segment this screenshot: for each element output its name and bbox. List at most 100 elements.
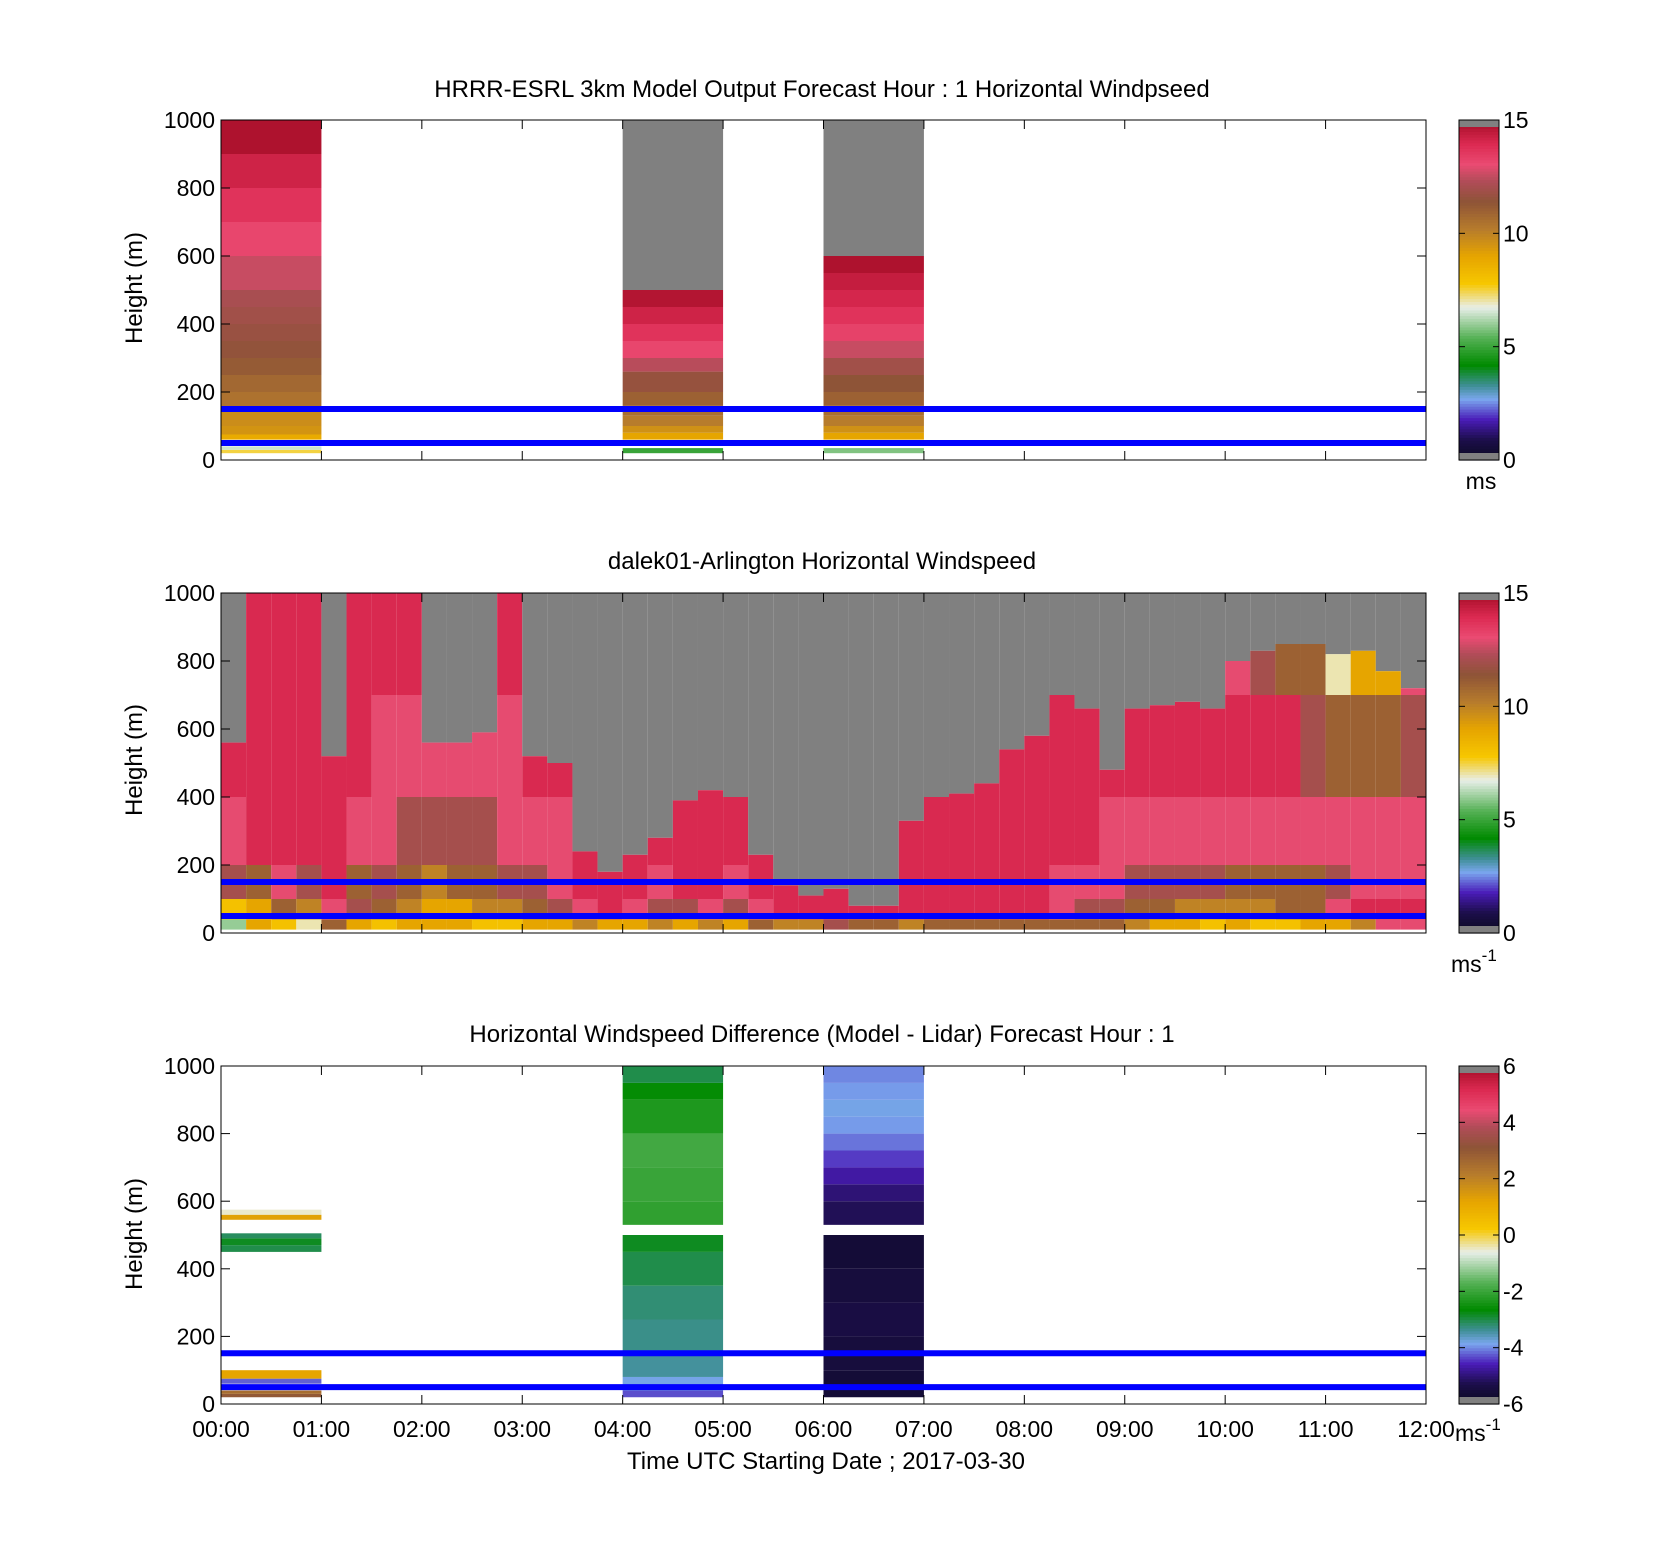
colorbar-tick-label: 10 <box>1503 693 1529 719</box>
colorbar-swatch <box>1459 646 1499 651</box>
heatmap-cell <box>1300 919 1326 930</box>
heatmap-cell <box>1300 644 1326 695</box>
heatmap-cell <box>1200 797 1226 865</box>
heatmap-cell <box>622 1167 724 1202</box>
heatmap-cell <box>1049 797 1075 865</box>
colorbar-swatch <box>1459 799 1499 804</box>
missing-data-cell <box>848 593 874 906</box>
colorbar-swatch <box>1459 1288 1499 1292</box>
colorbar-swatch <box>1459 680 1499 685</box>
heatmap-cell <box>1024 919 1050 930</box>
colorbar-tick-label: 4 <box>1503 1109 1516 1135</box>
colorbar-swatch <box>1459 811 1499 815</box>
colorbar-swatch <box>1459 1305 1499 1309</box>
colorbar-cap <box>1459 453 1499 460</box>
colorbar-tick-label: -4 <box>1503 1335 1524 1361</box>
heatmap-cell <box>1275 695 1301 797</box>
colorbar-swatch <box>1459 250 1499 254</box>
x-tick-label: 05:00 <box>694 1416 752 1442</box>
colorbar-swatch <box>1459 1195 1499 1199</box>
panel-difference: Horizontal Windspeed Difference (Model -… <box>121 1021 1524 1446</box>
missing-data-cell <box>572 593 598 852</box>
colorbar-swatch <box>1459 312 1499 317</box>
colorbar-swatch <box>1459 1102 1499 1107</box>
colorbar-swatch <box>1459 426 1499 430</box>
heatmap-cell <box>1400 688 1426 695</box>
colorbar-swatch <box>1459 1167 1499 1171</box>
heatmap-cell <box>898 820 924 865</box>
heatmap-cell <box>1099 797 1125 865</box>
heatmap-cell <box>723 797 749 865</box>
colorbar-swatch <box>1459 831 1499 835</box>
heatmap-cell <box>497 919 523 930</box>
colorbar-swatch <box>1459 196 1499 200</box>
heatmap-cell <box>371 797 397 865</box>
colorbar-swatch <box>1459 236 1499 240</box>
colorbar-swatch <box>1459 1308 1499 1312</box>
colorbar-swatch <box>1459 901 1499 906</box>
colorbar-swatch <box>1459 304 1499 308</box>
y-tick-label: 200 <box>177 852 215 878</box>
colorbar-swatch <box>1459 1130 1499 1135</box>
overlay-lines <box>221 406 1426 446</box>
colorbar-swatch <box>1459 842 1499 846</box>
heatmap-cell <box>723 919 749 930</box>
colorbar-swatch <box>1459 233 1499 237</box>
colorbar-swatch <box>1459 329 1499 334</box>
colorbar-swatch <box>1459 921 1499 926</box>
colorbar-swatch <box>1459 403 1499 407</box>
colorbar-swatch <box>1459 219 1499 223</box>
colorbar-swatch <box>1459 202 1499 206</box>
colorbar-unit: ms-1 <box>1455 1415 1501 1446</box>
heatmap-cell <box>221 375 322 392</box>
missing-data-cell <box>1149 593 1175 706</box>
heatmap-cell <box>446 742 473 797</box>
panel-title: dalek01-Arlington Horizontal Windspeed <box>608 548 1036 575</box>
heatmap-cell <box>572 851 598 865</box>
colorbar-swatch <box>1459 1387 1499 1391</box>
heatmap-cell <box>923 797 950 865</box>
colorbar-swatch <box>1459 1147 1499 1152</box>
x-tick-label: 11:00 <box>1298 1416 1354 1442</box>
heatmap-cell <box>421 797 447 865</box>
missing-data-cell <box>823 593 849 889</box>
colorbar-swatch <box>1459 1187 1499 1191</box>
colorbar-swatch <box>1459 1333 1499 1337</box>
colorbar-swatch <box>1459 782 1499 787</box>
colorbar-swatch <box>1459 1108 1499 1112</box>
missing-data-cell <box>748 593 774 855</box>
y-tick-label: 1000 <box>164 580 215 606</box>
heatmap-cell <box>396 593 422 695</box>
colorbar-swatch <box>1459 372 1499 376</box>
colorbar-swatch <box>1459 1342 1499 1346</box>
colorbar-swatch <box>1459 1311 1499 1315</box>
missing-data-cell <box>647 593 673 838</box>
colorbar-swatch <box>1459 383 1499 387</box>
heatmap-cell <box>848 919 874 930</box>
colorbar-swatch <box>1459 1085 1499 1090</box>
colorbar-swatch <box>1459 154 1499 158</box>
colorbar-swatch <box>1459 375 1499 379</box>
heatmap-cell <box>221 797 247 865</box>
colorbar-swatch <box>1459 1139 1499 1143</box>
heatmap-cell <box>472 732 498 797</box>
colorbar-swatch <box>1459 1327 1499 1332</box>
heatmap-cell <box>823 392 924 406</box>
colorbar-swatch <box>1459 1153 1499 1157</box>
colorbar-swatch <box>1459 247 1499 251</box>
colorbar-swatch <box>1459 349 1499 353</box>
colorbar-swatch <box>1459 278 1499 283</box>
heatmap-cell <box>622 1082 724 1100</box>
colorbar-swatch <box>1459 1325 1499 1329</box>
colorbar-swatch <box>1459 338 1499 342</box>
heatmap-cell <box>1375 797 1401 865</box>
colorbar-swatch <box>1459 785 1499 790</box>
overlay-lines <box>221 1350 1426 1391</box>
colorbar-swatch <box>1459 1378 1499 1383</box>
colorbar-swatch <box>1459 366 1499 370</box>
colorbar-swatch <box>1459 907 1499 911</box>
colorbar-swatch <box>1459 700 1499 705</box>
heatmap-cell <box>1200 919 1226 930</box>
colorbar-swatch <box>1459 658 1499 662</box>
colorbar-swatch <box>1459 751 1499 756</box>
